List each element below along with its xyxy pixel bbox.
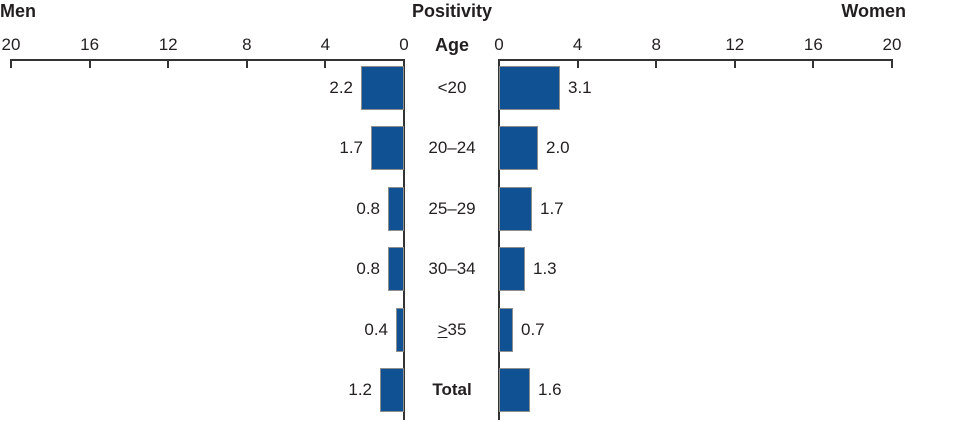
age-category-label: Total bbox=[432, 380, 472, 399]
women-axis-tick-label: 0 bbox=[494, 35, 504, 54]
men-axis-tick bbox=[167, 59, 170, 68]
age-category-label: <20 bbox=[437, 78, 467, 97]
women-value-label: 1.3 bbox=[533, 259, 557, 278]
men-axis-tick-label: 8 bbox=[242, 35, 252, 54]
men-axis-tick-label: 20 bbox=[1, 35, 21, 54]
men-axis-tick-label: 16 bbox=[80, 35, 100, 54]
men-series-label: Men bbox=[0, 1, 36, 21]
women-axis-tick-label: 8 bbox=[651, 35, 661, 54]
men-axis-line bbox=[10, 59, 404, 61]
women-bar bbox=[499, 368, 530, 412]
women-axis-line bbox=[498, 59, 892, 61]
men-value-label: 1.7 bbox=[339, 138, 363, 157]
women-value-label: 1.7 bbox=[540, 199, 564, 218]
men-bar bbox=[371, 126, 404, 170]
women-axis-tick bbox=[733, 59, 736, 68]
men-axis-tick-label: 12 bbox=[158, 35, 178, 54]
men-bar bbox=[388, 187, 404, 231]
men-axis-tick bbox=[245, 59, 248, 68]
women-value-label: 2.0 bbox=[546, 138, 570, 157]
women-axis-tick bbox=[655, 59, 658, 68]
men-bar bbox=[380, 368, 404, 412]
men-value-label: 0.8 bbox=[356, 259, 380, 278]
men-axis-tick bbox=[10, 59, 12, 68]
women-bar bbox=[499, 247, 525, 291]
age-category-label: 20–24 bbox=[428, 138, 476, 157]
women-value-label: 3.1 bbox=[568, 78, 592, 97]
men-axis-tick bbox=[88, 59, 91, 68]
men-value-label: 0.4 bbox=[364, 320, 388, 339]
men-bar bbox=[361, 66, 404, 110]
age-category-label: 30–34 bbox=[428, 259, 476, 278]
women-axis-tick-label: 20 bbox=[882, 35, 902, 54]
men-axis-tick bbox=[324, 59, 327, 68]
women-axis-tick-label: 12 bbox=[725, 35, 745, 54]
men-value-label: 2.2 bbox=[329, 78, 353, 97]
women-axis-tick bbox=[576, 59, 579, 68]
men-value-label: 1.2 bbox=[348, 380, 372, 399]
women-axis-tick bbox=[812, 59, 815, 68]
men-zero-axis bbox=[403, 59, 405, 420]
men-axis-tick-label: 0 bbox=[399, 35, 409, 54]
women-series-label: Women bbox=[841, 1, 906, 21]
women-axis-tick bbox=[891, 59, 893, 68]
men-bar bbox=[388, 247, 404, 291]
women-axis-tick-label: 4 bbox=[572, 35, 583, 54]
women-bar bbox=[499, 126, 538, 170]
chart-title: Positivity bbox=[411, 1, 493, 21]
age-axis-header: Age bbox=[434, 35, 470, 55]
age-category-label: 25–29 bbox=[428, 199, 476, 218]
women-zero-axis bbox=[498, 59, 500, 420]
men-bar bbox=[396, 308, 404, 352]
women-bar bbox=[499, 187, 532, 231]
men-axis-tick-label: 4 bbox=[320, 35, 331, 54]
women-value-label: 0.7 bbox=[521, 320, 545, 339]
women-bar bbox=[499, 308, 513, 352]
men-value-label: 0.8 bbox=[356, 199, 380, 218]
age-category-label: >35 bbox=[437, 320, 467, 339]
women-value-label: 1.6 bbox=[538, 380, 562, 399]
women-bar bbox=[499, 66, 560, 110]
women-axis-tick-label: 16 bbox=[803, 35, 823, 54]
